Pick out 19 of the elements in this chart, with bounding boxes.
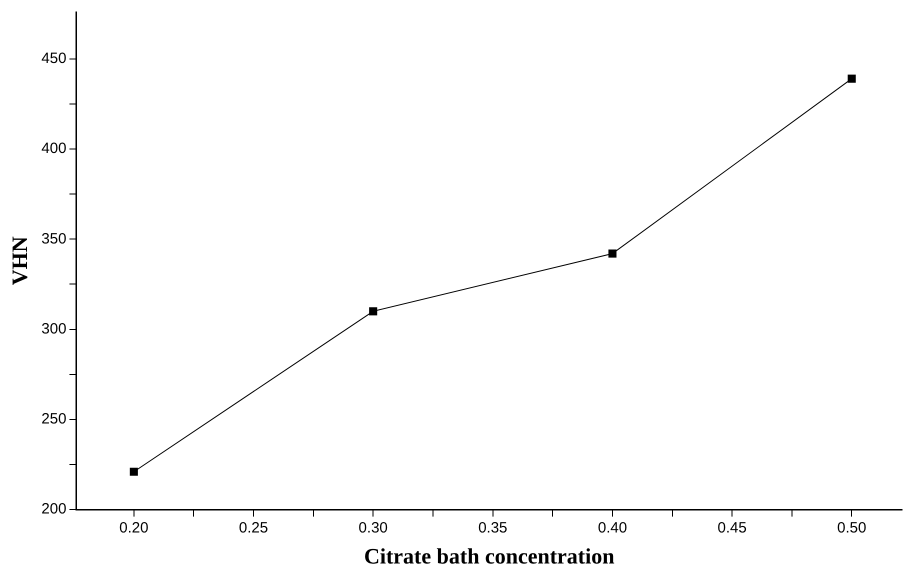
y-tick-label: 400 <box>41 140 66 158</box>
y-tick-label: 250 <box>41 410 66 428</box>
point <box>130 468 138 476</box>
x-tick-label: 0.25 <box>238 520 268 537</box>
x-tick-label: 0.30 <box>358 520 388 537</box>
y-tick-label: 200 <box>41 500 66 518</box>
y-tick-label: 450 <box>41 50 66 68</box>
y-tick-label: 300 <box>41 320 66 338</box>
x-tick-label: 0.40 <box>598 520 628 537</box>
x-tick-label: 0.35 <box>478 520 508 537</box>
point <box>369 307 378 316</box>
x-tick-label: 0.45 <box>718 520 747 537</box>
x-axis-title: Citrate bath concentration <box>364 543 614 568</box>
y-axis-title: VHN <box>6 236 32 286</box>
y-tick-label: 350 <box>41 230 66 248</box>
x-tick-label: 0.50 <box>837 520 866 537</box>
point <box>848 74 856 83</box>
point <box>608 250 616 258</box>
x-tick-label: 0.20 <box>119 520 148 537</box>
